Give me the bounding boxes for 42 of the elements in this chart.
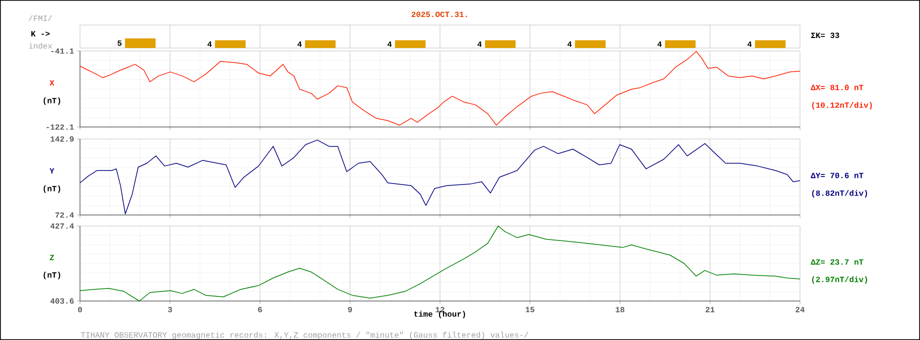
text: index — [28, 42, 52, 49]
x-tick-label: 0 — [78, 306, 82, 312]
text: /FMI/ — [28, 15, 52, 22]
data-label: 4 — [207, 41, 212, 47]
y-tick-label: 403.6 — [50, 298, 74, 304]
data-label: 4 — [477, 41, 482, 47]
y-axis-title: X — [50, 80, 54, 86]
data-label: 4 — [657, 41, 662, 47]
text: TIHANY OBSERVATORY geomagnetic records: X,Y,Z components / "minute" (Gauss filtered) values-/ — [81, 332, 528, 340]
y-tick-label: 427.4 — [50, 223, 74, 229]
data-label: 5 — [118, 40, 122, 46]
x-tick-label: 9 — [348, 306, 352, 312]
chart-title: 2025.OCT.31. — [412, 12, 467, 18]
x-tick-label: 18 — [616, 306, 624, 312]
data-label: 4 — [387, 41, 392, 47]
data-label: 4 — [747, 41, 752, 47]
text: ΔZ= 23.7 nT — [810, 259, 864, 265]
y-axis-title: Y — [50, 168, 54, 174]
text: (8.82nT/div) — [812, 190, 868, 198]
text: (2.97nT/div) — [812, 276, 868, 284]
text: ΔY= 70.6 nT — [810, 172, 864, 178]
text: K -> — [31, 31, 50, 36]
text: (nT) — [44, 185, 60, 193]
text: (nT) — [44, 272, 60, 280]
y-tick-label: 72.4 — [55, 212, 74, 218]
y-axis-title: Z — [50, 254, 54, 260]
text: ΔX= 81.0 nT — [810, 84, 864, 90]
x-tick-label: 3 — [168, 306, 172, 312]
y-tick-label: -122.1 — [46, 124, 74, 130]
text: ΣK= 33 — [811, 32, 840, 38]
text: (10.12nT/div) — [812, 102, 872, 110]
y-tick-label: -41.1 — [51, 48, 74, 54]
data-label: 4 — [297, 41, 302, 47]
x-tick-label: 21 — [706, 306, 714, 312]
x-tick-label: 15 — [526, 306, 534, 312]
x-tick-label: 6 — [258, 306, 262, 312]
line-series — [80, 226, 800, 302]
line-series — [80, 140, 800, 214]
text: (nT) — [44, 97, 60, 105]
y-tick-label: 142.9 — [50, 136, 74, 142]
data-label: 4 — [567, 41, 572, 47]
x-tick-label: 24 — [796, 306, 805, 312]
